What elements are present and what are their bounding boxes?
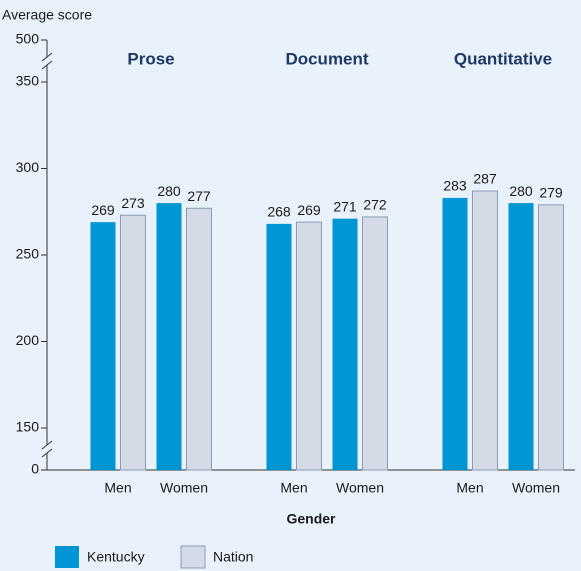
- value-label: 272: [363, 197, 387, 213]
- bar: [472, 190, 498, 471]
- bar: [332, 218, 358, 470]
- value-label: 283: [443, 178, 467, 194]
- group-title: Prose: [127, 49, 174, 68]
- x-axis-label: Gender: [286, 511, 336, 527]
- y-axis-label: Average score: [2, 7, 92, 23]
- bar: [538, 204, 564, 471]
- group-title: Document: [285, 49, 368, 68]
- y-tick-label: 300: [16, 159, 40, 175]
- y-tick-label: 500: [16, 31, 40, 47]
- value-label: 268: [267, 204, 291, 220]
- value-label: 287: [473, 171, 497, 187]
- x-tick-label: Women: [336, 480, 384, 496]
- value-label: 273: [121, 195, 145, 211]
- bar: [156, 203, 182, 470]
- bar: [508, 203, 534, 470]
- x-tick-label: Men: [280, 480, 307, 496]
- value-label: 269: [297, 202, 321, 218]
- value-label: 280: [157, 183, 181, 199]
- bar: [442, 197, 468, 470]
- axis-break: [41, 440, 53, 458]
- x-tick-label: Women: [512, 480, 560, 496]
- bar: [266, 223, 292, 470]
- x-tick-label: Men: [456, 480, 483, 496]
- axis-break: [41, 52, 53, 70]
- axis-break-gap: [43, 57, 51, 65]
- bar: [186, 207, 212, 471]
- group-title: Quantitative: [454, 49, 552, 68]
- bar: [296, 221, 322, 471]
- value-label: 277: [187, 188, 211, 204]
- axis-break-gap: [43, 445, 51, 453]
- legend-label: Nation: [213, 549, 253, 565]
- legend-label: Kentucky: [87, 549, 145, 565]
- value-label: 279: [539, 185, 563, 201]
- y-tick-label: 350: [16, 73, 40, 89]
- value-label: 280: [509, 183, 533, 199]
- x-tick-label: Men: [104, 480, 131, 496]
- bar: [90, 222, 116, 470]
- x-tick-label: Women: [160, 480, 208, 496]
- bar: [362, 216, 388, 471]
- y-tick-label: 250: [16, 246, 40, 262]
- value-label: 269: [91, 202, 115, 218]
- y-tick-label: 0: [31, 461, 39, 477]
- bar: [120, 214, 146, 471]
- y-tick-label: 200: [16, 332, 40, 348]
- value-label: 271: [333, 198, 357, 214]
- y-tick-label: 150: [16, 419, 40, 435]
- legend-swatch: [180, 545, 206, 569]
- legend-swatch: [55, 546, 79, 568]
